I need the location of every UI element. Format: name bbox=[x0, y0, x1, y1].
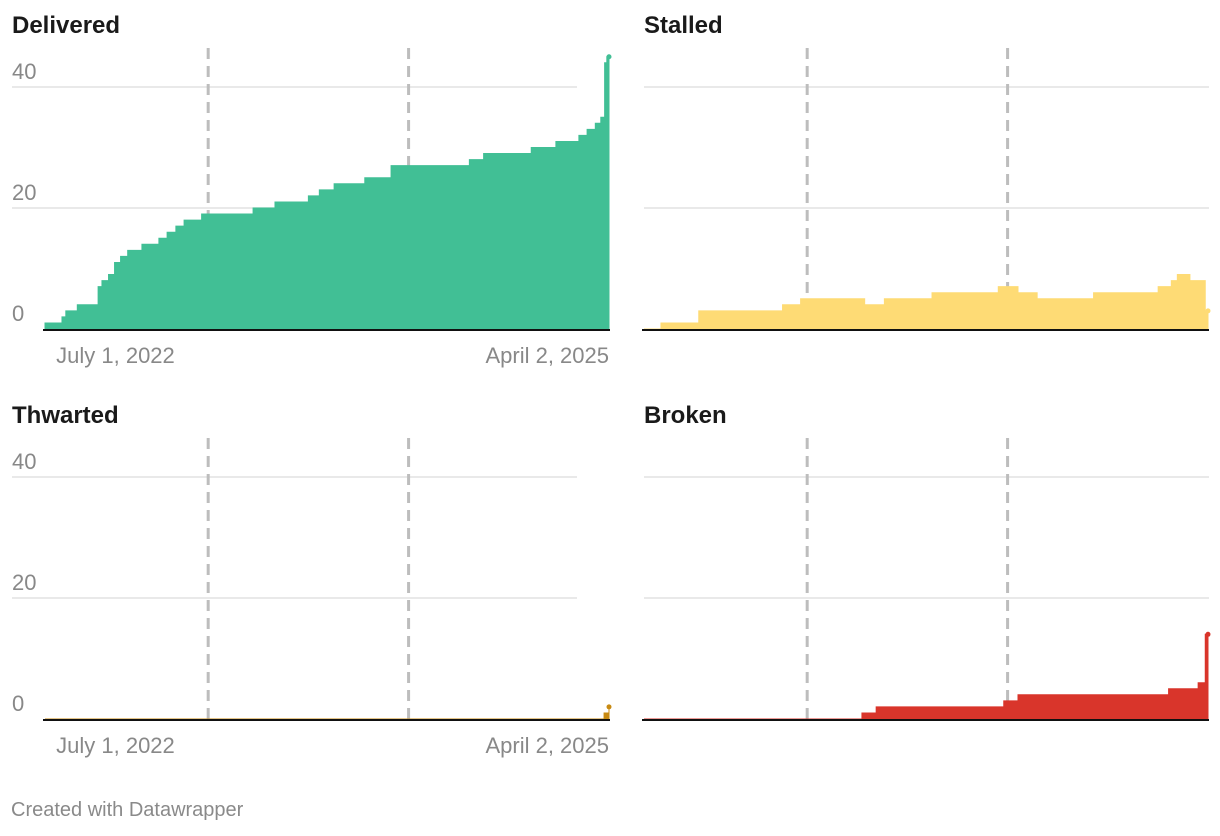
y-tick-label: 0 bbox=[12, 691, 24, 716]
chart-panel-thwarted: Thwarted 40 20 0 July 1, 2022 April 2, 2025 bbox=[12, 402, 612, 758]
series-end-point bbox=[606, 54, 612, 60]
y-tick-label: 20 bbox=[12, 570, 36, 595]
series-area-delivered bbox=[44, 56, 610, 330]
x-tick-label: July 1, 2022 bbox=[56, 343, 175, 368]
series-area-thwarted bbox=[45, 706, 610, 720]
y-tick-label: 20 bbox=[12, 180, 36, 205]
y-tick-label: 40 bbox=[12, 59, 36, 84]
chart-title: Broken bbox=[644, 402, 727, 429]
x-tick-label: July 1, 2022 bbox=[56, 733, 175, 758]
datawrapper-credit: Created with Datawrapper bbox=[11, 799, 244, 821]
chart-panel-stalled: Stalled bbox=[642, 12, 1211, 331]
chart-title: Thwarted bbox=[12, 402, 119, 429]
chart-title: Stalled bbox=[644, 12, 723, 39]
series-area-stalled bbox=[644, 274, 1209, 330]
series-end-point bbox=[1205, 631, 1211, 637]
chart-panel-delivered: Delivered 40 20 0 July 1, 2022 April 2, 2025 bbox=[12, 12, 612, 368]
series-area-broken bbox=[644, 633, 1209, 720]
series-end-point bbox=[1205, 308, 1211, 314]
y-tick-label: 40 bbox=[12, 449, 36, 474]
y-tick-label: 0 bbox=[12, 301, 24, 326]
chart-title: Delivered bbox=[12, 12, 120, 39]
series-end-point bbox=[606, 704, 612, 710]
x-tick-label: April 2, 2025 bbox=[485, 733, 609, 758]
chart-panel-broken: Broken bbox=[642, 402, 1211, 721]
x-tick-label: April 2, 2025 bbox=[485, 343, 609, 368]
